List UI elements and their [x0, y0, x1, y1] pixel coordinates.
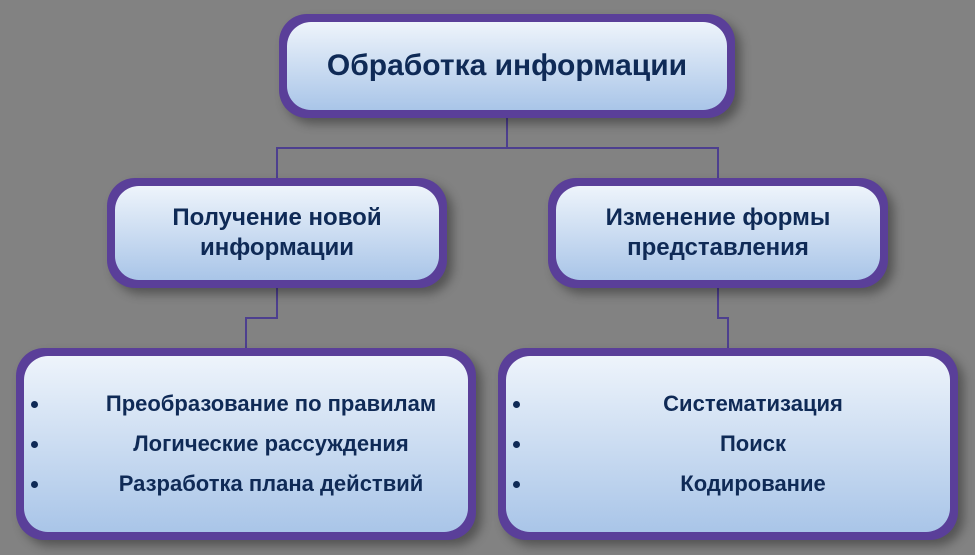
- node-left-detail-bullets: Преобразование по правилам Логические ра…: [51, 379, 511, 509]
- list-item: Кодирование: [533, 469, 975, 499]
- node-left-detail: Преобразование по правилам Логические ра…: [16, 348, 476, 540]
- node-right: Изменение формыпредставления: [548, 178, 888, 288]
- list-item: Разработка плана действий: [51, 469, 511, 499]
- node-right-detail-bullets: Систематизация Поиск Кодирование: [533, 379, 975, 509]
- list-item: Логические рассуждения: [51, 429, 511, 459]
- node-root: Обработка информации: [279, 14, 735, 118]
- node-left-label: Получение новойинформации: [107, 203, 447, 263]
- node-root-label: Обработка информации: [279, 47, 735, 85]
- node-left: Получение новойинформации: [107, 178, 447, 288]
- list-item: Преобразование по правилам: [51, 389, 511, 419]
- node-right-label: Изменение формыпредставления: [548, 203, 888, 263]
- list-item: Поиск: [533, 429, 975, 459]
- list-item: Систематизация: [533, 389, 975, 419]
- node-right-detail: Систематизация Поиск Кодирование: [498, 348, 958, 540]
